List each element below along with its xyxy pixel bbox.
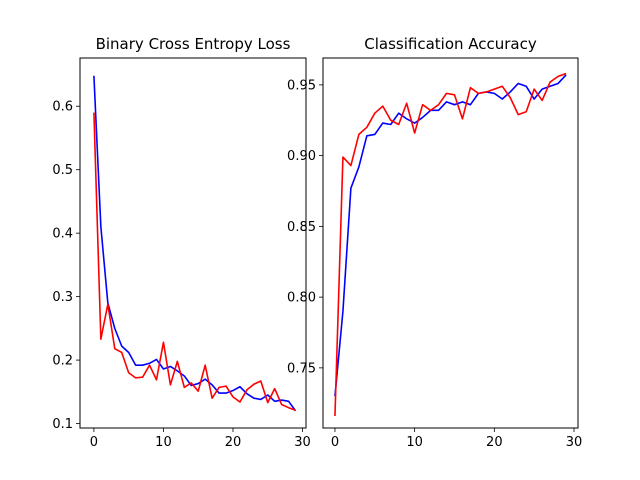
y-tick-label: 0.6 [52,100,73,115]
y-tick-label: 0.1 [52,417,73,432]
axes-frame [322,57,579,429]
chart-title: Classification Accuracy [364,35,537,53]
y-tick-label: 0.90 [287,149,316,164]
y-tick-label: 0.5 [52,163,73,178]
y-tick-label: 0.75 [287,361,316,376]
x-tick-label: 0 [331,435,339,450]
axes-frame [79,57,307,429]
chart-title: Binary Cross Entropy Loss [96,35,291,53]
x-tick-label: 0 [90,435,98,450]
series-line-1 [93,112,296,411]
accuracy-chart: Classification Accuracy 0 10 20 30 0.75 0.80 0… [287,35,582,450]
x-tick-label: 30 [566,435,583,450]
x-tick-label: 10 [406,435,423,450]
x-tick-label: 30 [294,435,311,450]
y-tick-label: 0.3 [52,290,73,305]
y-tick-label: 0.80 [287,291,316,306]
series-line-0 [334,74,567,397]
series-line-1 [334,72,567,416]
y-tick-label: 0.4 [52,227,73,242]
y-tick-label: 0.2 [52,354,73,369]
x-tick-label: 20 [225,435,242,450]
loss-chart: Binary Cross Entropy Loss 0 10 20 30 0.1 0.2 0… [52,35,310,450]
y-tick-label: 0.85 [287,220,316,235]
y-tick-label: 0.95 [287,78,316,93]
x-tick-label: 10 [155,435,172,450]
series-line-0 [93,75,297,412]
x-tick-label: 20 [486,435,503,450]
